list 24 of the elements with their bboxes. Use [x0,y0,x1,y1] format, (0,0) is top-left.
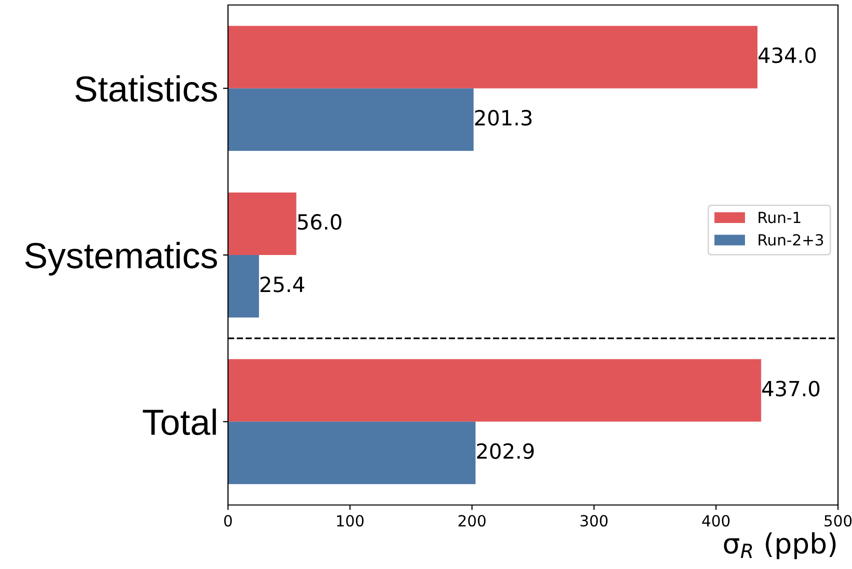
x-tick-label: 100 [337,514,364,527]
y-tick-label: Statistics [75,75,217,102]
x-tick-label: 200 [458,514,486,527]
bar [228,88,474,151]
legend-label: Run-2+3 [758,234,824,246]
x-tick-label: 400 [702,514,730,527]
data-label: 56.0 [298,214,342,230]
data-label: 201.3 [475,110,532,126]
data-label: 25.4 [260,276,304,292]
bar [228,192,296,255]
x-axis-title: σ$_{R}$ (ppb) [724,532,836,560]
legend-label: Run-1 [758,212,800,224]
bar [228,359,762,422]
data-label: 434.0 [758,47,816,64]
y-tick-label: Systematics [25,242,217,276]
y-tick-label: Total [142,408,216,436]
bar [228,255,259,318]
data-label: 202.9 [477,443,534,459]
data-label: 437.0 [762,380,820,396]
bar [228,422,476,484]
x-tick-label: 300 [580,514,608,527]
x-tick-label: 500 [824,514,852,527]
x-tick-label: 0 [224,514,232,527]
bar [228,26,758,88]
